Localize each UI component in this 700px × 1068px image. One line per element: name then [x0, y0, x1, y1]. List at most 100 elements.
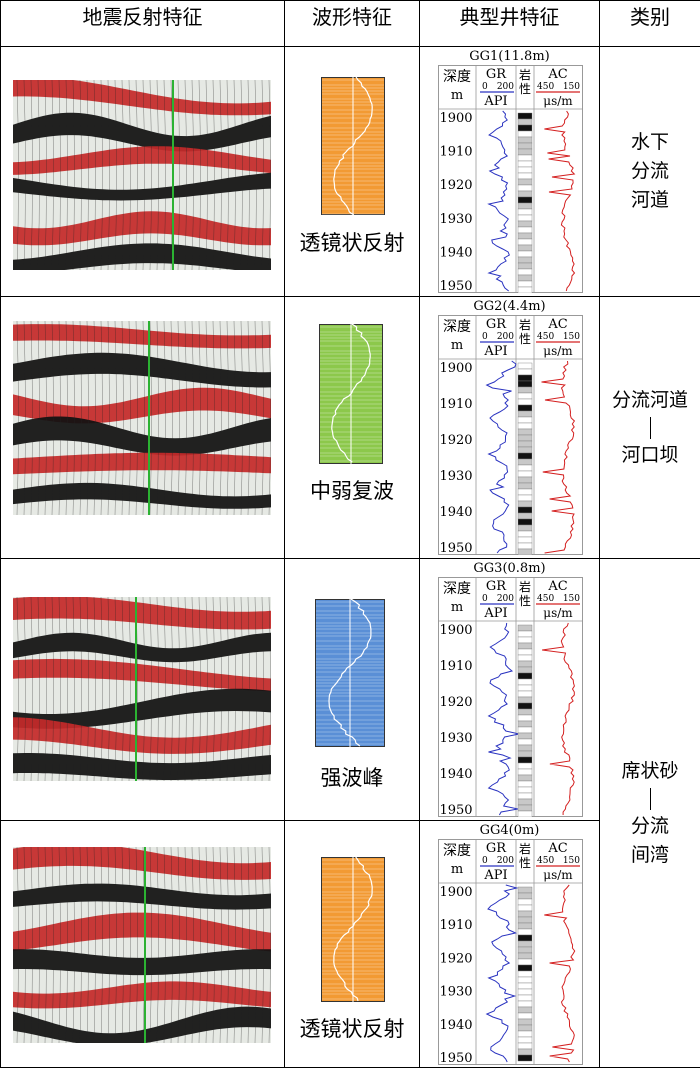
lithology-block [517, 678, 533, 686]
seismic-trace [44, 321, 47, 515]
lithology-block [517, 982, 533, 990]
well-log-label: API [483, 868, 507, 883]
well-title-3: GG3(0.8m) [473, 561, 546, 576]
depth-tick: 1940 [439, 505, 472, 520]
seismic-event-band [13, 632, 271, 663]
seismic-trace [58, 597, 61, 781]
lithology-block [517, 696, 533, 704]
lithology-block [517, 398, 533, 406]
lithology-block [517, 1024, 533, 1032]
lithology-block [517, 774, 533, 782]
lithology-block [517, 178, 533, 186]
lithology-block [517, 440, 533, 448]
seismic-trace [219, 847, 222, 1043]
well-log-label: μs/m [543, 344, 573, 358]
category-text: 席状砂 [621, 759, 679, 782]
seismic-trace [23, 847, 26, 1043]
well-log-label: AC [547, 579, 567, 594]
seismic-trace [254, 847, 257, 1043]
seismic-trace [177, 80, 180, 270]
lithology-block [517, 142, 533, 150]
category-text: 水下 [630, 131, 669, 153]
seismic-trace [37, 597, 40, 781]
seismic-trace [37, 321, 40, 515]
depth-tick: 1930 [439, 731, 472, 746]
seismic-cell-1 [0, 46, 285, 297]
category-cell-2: 分流河道 河口坝 [599, 296, 700, 559]
lithology-block [517, 886, 533, 894]
seismic-trace [93, 80, 96, 270]
lithology-block [517, 220, 533, 228]
lithology-block [517, 542, 533, 550]
well-log-label: 性 [519, 856, 531, 870]
lithology-block [517, 940, 533, 948]
lithology-block [517, 792, 533, 800]
seismic-trace [191, 847, 194, 1043]
seismic-trace [30, 80, 33, 270]
depth-tick: 1950 [439, 279, 472, 293]
seismic-trace [247, 847, 250, 1043]
well-log-label: AC [547, 317, 567, 332]
seismic-event-band [13, 658, 271, 692]
header-waveform: 波形特征 [284, 0, 420, 47]
seismic-trace [135, 847, 138, 1043]
seismic-trace [261, 597, 264, 781]
seismic-trace [30, 321, 33, 515]
well-log-label: API [483, 606, 507, 621]
waveform-curve [333, 77, 373, 215]
seismic-trace [191, 80, 194, 270]
lithology-block [517, 720, 533, 728]
well-log-label: 150 [563, 594, 580, 604]
lithology-block [517, 410, 533, 418]
well-log-label: μs/m [543, 868, 573, 882]
waveform-cell-3: 强波峰 [284, 558, 420, 821]
well-log-label: 岩 [519, 841, 531, 856]
lithology-block [517, 362, 533, 370]
lithology-block [517, 488, 533, 496]
seismic-trace [198, 80, 201, 270]
lithology-block [517, 268, 533, 276]
depth-tick: 1940 [439, 245, 472, 260]
seismic-trace [114, 80, 117, 270]
lithology-block [517, 726, 533, 734]
seismic-trace [156, 80, 159, 270]
well-log-label: API [483, 94, 507, 109]
seismic-event-band [13, 912, 271, 952]
lithology-block [517, 524, 533, 532]
lithology-block [517, 130, 533, 138]
well-title-2: GG2(4.4m) [473, 299, 546, 314]
lithology-block [517, 518, 533, 526]
seismic-trace [205, 321, 208, 515]
seismic-trace [86, 321, 89, 515]
lithology-block [517, 512, 533, 520]
seismic-trace [177, 321, 180, 515]
lithology-block [517, 256, 533, 264]
depth-tick: 1940 [439, 767, 472, 782]
seismic-trace [100, 321, 103, 515]
seismic-trace [44, 847, 47, 1043]
lithology-block [517, 482, 533, 490]
ac-curve [541, 360, 576, 554]
category-text: 分流河道 [611, 388, 688, 411]
seismic-trace [233, 321, 236, 515]
lithology-block [517, 374, 533, 382]
well-log-label: 450 [537, 594, 554, 604]
lithology-block [517, 630, 533, 638]
lithology-block [517, 738, 533, 746]
seismic-trace [247, 321, 250, 515]
seismic-cell-3 [0, 558, 285, 821]
well-log-label: 150 [563, 82, 580, 92]
category-divider [649, 787, 651, 810]
lithology-block [517, 744, 533, 752]
ac-curve [542, 622, 575, 815]
seismic-trace [128, 321, 131, 515]
seismic-trace [51, 597, 54, 781]
lithology-block [517, 750, 533, 758]
seismic-trace [261, 847, 264, 1043]
seismic-trace [254, 321, 257, 515]
seismic-trace [93, 597, 96, 781]
lithology-block [517, 988, 533, 996]
seismic-trace [191, 321, 194, 515]
